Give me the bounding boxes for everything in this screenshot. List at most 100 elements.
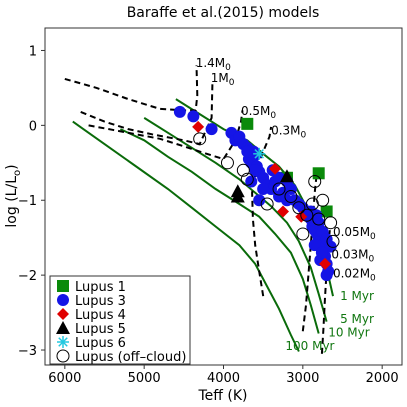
x-tick-label: 5000 (128, 371, 161, 386)
data-point (272, 182, 286, 196)
data-point (319, 257, 332, 270)
data-point (312, 167, 325, 180)
data-point (320, 205, 333, 218)
data-point (308, 239, 321, 252)
x-tick-label: 2000 (366, 371, 399, 386)
data-point (326, 234, 340, 248)
mass-label-value: 0.3M (271, 123, 300, 137)
mass-track-line (251, 126, 273, 297)
data-point (173, 105, 186, 118)
data-point (280, 194, 293, 207)
data-point (205, 123, 218, 136)
x-tick-label: 4000 (207, 371, 240, 386)
data-point (249, 164, 262, 177)
mass-label-sub: 0 (301, 130, 307, 140)
mass-label-value: 0.05M (333, 225, 370, 239)
star-stroke (254, 149, 264, 159)
mass-label-sub: 0 (270, 111, 276, 121)
legend-marker (56, 321, 70, 334)
isochrone-line (72, 120, 300, 352)
legend-marker (57, 294, 69, 306)
data-point (312, 212, 326, 226)
mass-track-label: 0.02M0 (333, 266, 376, 283)
data-point (308, 175, 322, 189)
data-point (241, 145, 254, 158)
data-point (187, 110, 200, 123)
y-axis-ticks: 1 0 −1 −2 −3 (18, 44, 45, 359)
data-point (230, 189, 245, 203)
mass-track-label: 1M0 (211, 71, 235, 88)
mass-label-sub: 0 (370, 232, 376, 242)
data-point (240, 172, 254, 186)
data-point (253, 147, 266, 160)
x-axis-title: Teff (K) (198, 388, 248, 404)
mass-label-sub: 0 (368, 255, 374, 265)
data-point (284, 183, 297, 196)
legend-box (49, 275, 191, 365)
isochrone-label: 10 Myr (328, 326, 370, 340)
y-tick-label: 0 (29, 119, 37, 134)
legend-marker (57, 336, 69, 348)
star-stroke (58, 337, 68, 347)
mass-track-label: 1.4M0 (196, 56, 231, 73)
data-point (305, 197, 319, 211)
data-point (292, 201, 306, 215)
mass-track-label: 0.3M0 (271, 123, 306, 140)
isochrone-line (119, 128, 320, 334)
data-point (236, 163, 250, 177)
x-tick-label: 3000 (286, 371, 319, 386)
data-point (253, 194, 266, 207)
data-point (241, 117, 254, 130)
legend-label: Lupus 5 (75, 322, 126, 337)
data-point (277, 205, 289, 218)
mass-label-value: 1.4M (196, 56, 225, 70)
data-point (320, 269, 333, 282)
y-axis-title-main: log (L/L (4, 176, 20, 228)
mass-label-value: 0.5M (241, 104, 270, 118)
data-point (324, 216, 338, 230)
legend-label: Lupus (off–cloud) (75, 350, 186, 365)
legend-label: Lupus 4 (75, 308, 126, 323)
legend-marker (57, 280, 69, 292)
y-axis-title: log (L/Lo) (4, 164, 23, 227)
chart-title: Baraffe et al.(2015) models (127, 5, 320, 21)
y-tick-label: −2 (18, 269, 37, 284)
mass-track-line (64, 65, 199, 112)
x-tick-label: 6000 (48, 371, 81, 386)
mass-label-sub: 0 (225, 63, 231, 73)
mass-track-line (88, 110, 244, 161)
legend-label: Lupus 3 (75, 294, 126, 309)
data-points (173, 105, 340, 282)
mass-label-value: 0.03M (331, 248, 368, 262)
data-point (220, 156, 234, 170)
isochrone-label: 100 Myr (285, 339, 334, 353)
mass-label-value: 1M (211, 71, 229, 85)
y-tick-label: −3 (18, 344, 37, 359)
data-point (245, 175, 258, 188)
mass-track-label: 0.5M0 (241, 104, 276, 121)
x-axis-ticks: 6000 5000 4000 3000 2000 (48, 365, 399, 386)
data-point (284, 190, 298, 203)
legend-marker (57, 308, 69, 320)
y-tick-label: −1 (18, 194, 37, 209)
data-point (300, 208, 314, 222)
y-axis-title-sub: o (12, 170, 23, 176)
y-tick-label: 1 (29, 44, 37, 59)
data-point (193, 132, 207, 146)
data-point (260, 197, 274, 211)
mass-label-sub: 0 (370, 273, 376, 283)
data-point (279, 169, 294, 183)
data-point (315, 246, 328, 259)
isochrone-label: 5 Myr (340, 312, 374, 326)
data-point (269, 162, 282, 175)
legend-label: Lupus 6 (75, 336, 126, 351)
data-point (257, 183, 270, 196)
mass-track-label: 0.05M0 (333, 225, 376, 242)
mass-track-label: 0.03M0 (331, 248, 374, 265)
legend-label: Lupus 1 (75, 280, 126, 295)
mass-track-line (80, 84, 214, 146)
legend-marker (56, 349, 70, 363)
